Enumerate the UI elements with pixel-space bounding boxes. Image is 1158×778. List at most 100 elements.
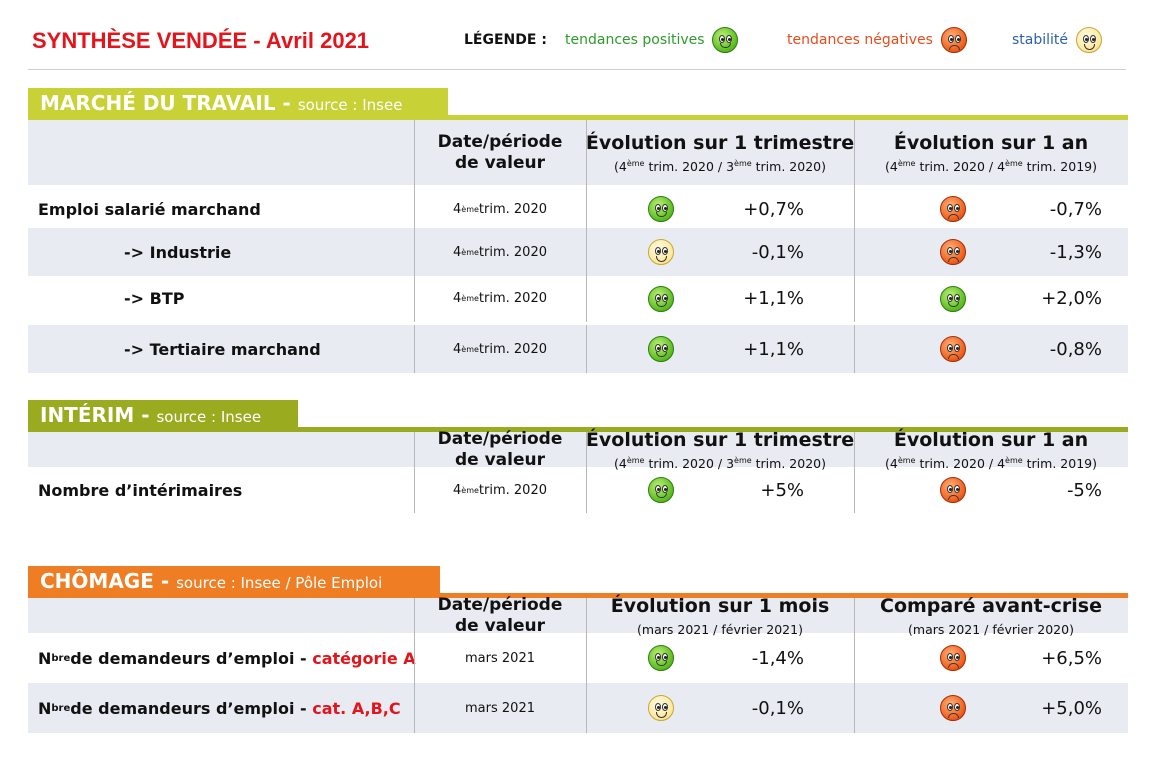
smiley-neutral-icon [648,695,674,721]
column-header-a: Évolution sur 1 mois (mars 2021 / février… [586,595,854,637]
legend-positive-icon [712,27,738,53]
column-header-subtitle: (4ème trim. 2020 / 4ème trim. 2019) [885,455,1097,472]
row-value-b: -0,8% [1049,338,1102,360]
section-source: source : Insee [297,96,403,114]
column-header-title: Évolution sur 1 trimestre [585,131,855,154]
column-divider [854,683,855,733]
page-title: SYNTHÈSE VENDÉE - Avril 2021 [32,28,370,53]
column-header-b: Évolution sur 1 an (4ème trim. 2020 / 4èm… [854,429,1128,471]
column-divider [586,683,587,733]
row-date: 4 ème trim. 2020 [453,201,547,217]
smiley-happy-icon [940,286,966,312]
legend-negative-icon [941,27,967,53]
section-title: MARCHÉ DU TRAVAIL - [40,91,298,115]
column-header-a: Évolution sur 1 trimestre (4ème trim. 202… [586,120,854,185]
row-value-a: +5% [760,479,804,501]
row-date: 4 ème trim. 2020 [453,291,547,306]
row-value-a: +0,7% [743,198,804,220]
row-value-b: +6,5% [1041,647,1102,669]
row-date: 4 ème trim. 2020 [453,244,547,260]
section-source: source : Insee / Pôle Emploi [176,574,383,592]
section-source: source : Insee [156,408,262,426]
row-date: mars 2021 [465,700,535,716]
section-tab: MARCHÉ DU TRAVAIL - source : Insee [28,88,448,118]
header-divider [28,69,1126,70]
table-row: Emploi salarié marchand 4 ème trim. 2020 +0… [28,185,1128,233]
column-header-date: Date/période de valeur [437,428,563,470]
row-value-b: -1,3% [1049,241,1102,263]
column-header-subtitle: (4ème trim. 2020 / 3ème trim. 2020) [614,455,826,472]
column-header-b: Comparé avant-crise (mars 2021 / février … [854,595,1128,637]
smiley-sad-icon [940,477,966,503]
column-divider [414,683,415,733]
column-divider [586,228,587,276]
section-tab: CHÔMAGE - source : Insee / Pôle Emploi [28,566,440,596]
column-divider [414,598,415,633]
smiley-happy-icon [648,336,674,362]
section-tab: INTÉRIM - source : Insee [28,400,298,430]
column-divider [414,432,415,467]
column-header-title: Comparé avant-crise [880,595,1102,617]
column-divider [854,275,855,322]
row-label: Emploi salarié marchand [38,199,261,219]
row-label: Nombre d’intérimaires [38,480,243,500]
smiley-happy-icon [648,477,674,503]
table-header-row: Date/période de valeur Évolution sur 1 tri… [28,428,1128,471]
column-header-date: Date/période de valeur [437,131,563,173]
column-header-a: Évolution sur 1 trimestre (4ème trim. 202… [586,429,854,471]
row-date: 4 ème trim. 2020 [453,341,547,357]
table-header-row: Date/période de valeur Évolution sur 1 moi… [28,594,1128,637]
row-value-a: +1,1% [743,288,804,309]
column-divider [854,432,855,467]
column-divider [586,275,587,322]
legend-stable-label: stabilité [1012,32,1069,48]
column-header-date: Date/période de valeur [437,594,563,636]
smiley-sad-icon [940,645,966,671]
smiley-happy-icon [648,286,674,312]
column-header-title: Évolution sur 1 an [893,428,1089,451]
table-row: -> Industrie 4 ème trim. 2020 -0,1% -1,3% [28,228,1128,276]
column-divider [854,185,855,233]
column-divider [414,467,415,513]
column-header-title: Évolution sur 1 mois [610,595,830,617]
column-divider [854,598,855,633]
legend-positive-icon [712,27,738,53]
smiley-happy-icon [648,645,674,671]
column-header-title: Évolution sur 1 trimestre [585,428,855,451]
smiley-happy-icon [648,196,674,222]
column-divider [414,275,415,322]
column-divider [414,228,415,276]
column-divider [414,185,415,233]
section-rule [28,427,1128,432]
smiley-sad-icon [940,239,966,265]
row-date: mars 2021 [465,650,535,666]
smiley-sad-icon [940,336,966,362]
table-row: Nombre d’intérimaires 4 ème trim. 2020 +5% -… [28,467,1128,513]
smiley-sad-icon [940,695,966,721]
row-value-b: -5% [1066,479,1102,501]
column-divider [586,598,587,633]
column-header-subtitle: (4ème trim. 2020 / 3ème trim. 2020) [614,158,826,175]
column-divider [854,467,855,513]
legend-negative-label: tendances négatives [787,32,933,48]
row-label: -> BTP [124,289,185,308]
column-divider [586,467,587,513]
column-divider [586,185,587,233]
table-row: -> Tertiaire marchand 4 ème trim. 2020 +1,1… [28,325,1128,373]
row-value-b: +5,0% [1041,697,1102,719]
row-value-b: -0,7% [1049,198,1102,220]
column-divider [586,325,587,373]
row-value-a: -0,1% [751,697,804,719]
section-rule [28,115,1128,120]
column-divider [414,120,415,185]
column-header-subtitle: (4ème trim. 2020 / 4ème trim. 2019) [885,158,1097,175]
table-header-row: Date/période de valeur Évolution sur 1 tri… [28,120,1128,185]
table-row: -> BTP 4 ème trim. 2020 +1,1% +2,0% [28,275,1128,322]
row-label: -> Industrie [124,242,232,262]
column-divider [586,120,587,185]
legend-negative-icon [941,27,967,53]
column-header-b: Évolution sur 1 an (4ème trim. 2020 / 4èm… [854,120,1128,185]
